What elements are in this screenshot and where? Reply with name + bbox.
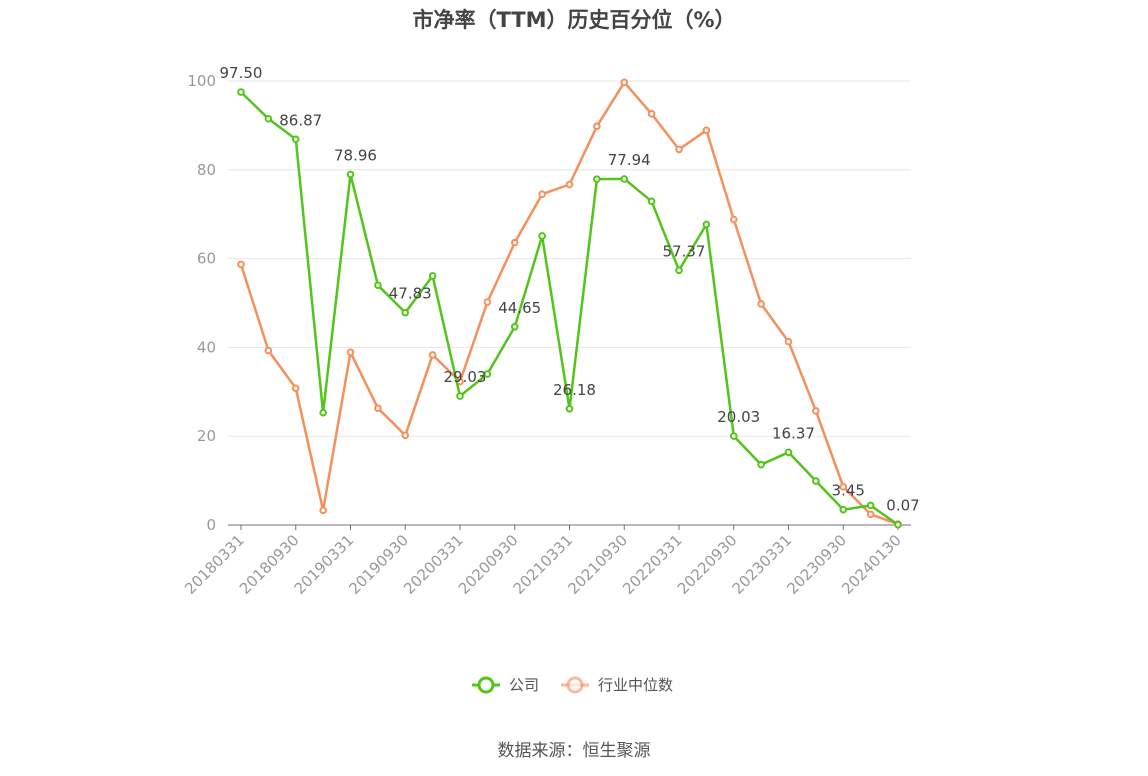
data-point xyxy=(428,272,437,280)
y-tick-label: 80 xyxy=(197,161,216,179)
data-point xyxy=(839,505,848,514)
data-label: 47.83 xyxy=(389,285,432,303)
data-point xyxy=(264,114,273,123)
legend-label: 公司 xyxy=(509,676,539,694)
data-point xyxy=(264,346,273,355)
y-tick-label: 40 xyxy=(197,338,216,356)
data-point xyxy=(237,260,245,269)
data-point xyxy=(812,407,820,415)
data-point xyxy=(866,510,875,519)
data-point xyxy=(401,308,410,317)
data-point xyxy=(346,170,355,179)
y-tick-label: 100 xyxy=(187,72,216,90)
data-point xyxy=(510,238,519,247)
data-label: 3.45 xyxy=(832,482,865,500)
data-point xyxy=(702,220,711,229)
data-point xyxy=(839,483,848,491)
data-point xyxy=(401,431,410,440)
data-point xyxy=(483,298,492,306)
data-label: 20.03 xyxy=(717,408,760,426)
data-label: 26.18 xyxy=(553,381,596,399)
chart-title: 市净率（TTM）历史百分位（%） xyxy=(412,8,736,32)
data-label: 16.37 xyxy=(772,424,815,442)
x-tick-label: 20240130 xyxy=(838,531,905,598)
data-label-layer: 97.50 86.87 78.96 47.83 29.03 44.65 26.18 77.94… xyxy=(220,64,920,515)
data-point xyxy=(538,232,546,240)
data-point xyxy=(291,135,300,144)
data-point xyxy=(374,281,382,290)
data-point xyxy=(565,180,574,189)
data-point xyxy=(812,477,820,485)
data-point xyxy=(510,322,519,331)
y-tick-label: 60 xyxy=(197,250,216,268)
data-point xyxy=(866,501,875,510)
data-point xyxy=(374,404,382,413)
data-label: 29.03 xyxy=(444,368,487,386)
axis-layer: 0204060801002018033120180930201903312019… xyxy=(181,72,911,598)
data-point xyxy=(593,175,601,183)
data-label: 86.87 xyxy=(279,111,322,129)
data-point xyxy=(729,432,738,440)
legend: 公司 行业中位数 xyxy=(472,676,673,694)
legend-label: 行业中位数 xyxy=(598,676,673,694)
data-point xyxy=(565,404,574,413)
data-point xyxy=(237,88,245,96)
data-point xyxy=(702,126,711,135)
data-point xyxy=(784,448,793,457)
legend-marker xyxy=(477,676,495,694)
data-point xyxy=(456,392,464,400)
y-tick-label: 20 xyxy=(197,427,216,445)
data-point xyxy=(757,460,765,469)
data-label: 57.37 xyxy=(663,242,706,260)
legend-marker xyxy=(566,676,584,694)
data-point xyxy=(620,78,629,87)
data-label: 44.65 xyxy=(498,299,541,317)
data-point xyxy=(319,408,327,417)
data-point xyxy=(729,215,738,224)
data-label: 97.50 xyxy=(220,64,263,82)
y-tick-label: 0 xyxy=(206,516,216,534)
data-source-note: 数据来源：恒生聚源 xyxy=(497,741,651,761)
data-label: 77.94 xyxy=(608,151,651,169)
data-point xyxy=(894,520,902,529)
data-point xyxy=(757,300,765,308)
data-point xyxy=(784,337,793,346)
data-point xyxy=(291,384,300,393)
data-point xyxy=(593,122,601,131)
data-point xyxy=(346,348,355,357)
data-point xyxy=(620,175,629,183)
data-point xyxy=(428,351,437,359)
series-layer xyxy=(237,78,902,529)
data-point xyxy=(647,197,656,206)
data-point xyxy=(538,190,546,199)
data-point xyxy=(647,110,656,118)
data-label: 78.96 xyxy=(334,146,377,164)
data-point xyxy=(483,370,492,378)
data-point xyxy=(319,506,327,515)
data-point xyxy=(675,145,683,154)
data-point xyxy=(675,266,683,275)
data-label: 0.07 xyxy=(886,497,919,515)
